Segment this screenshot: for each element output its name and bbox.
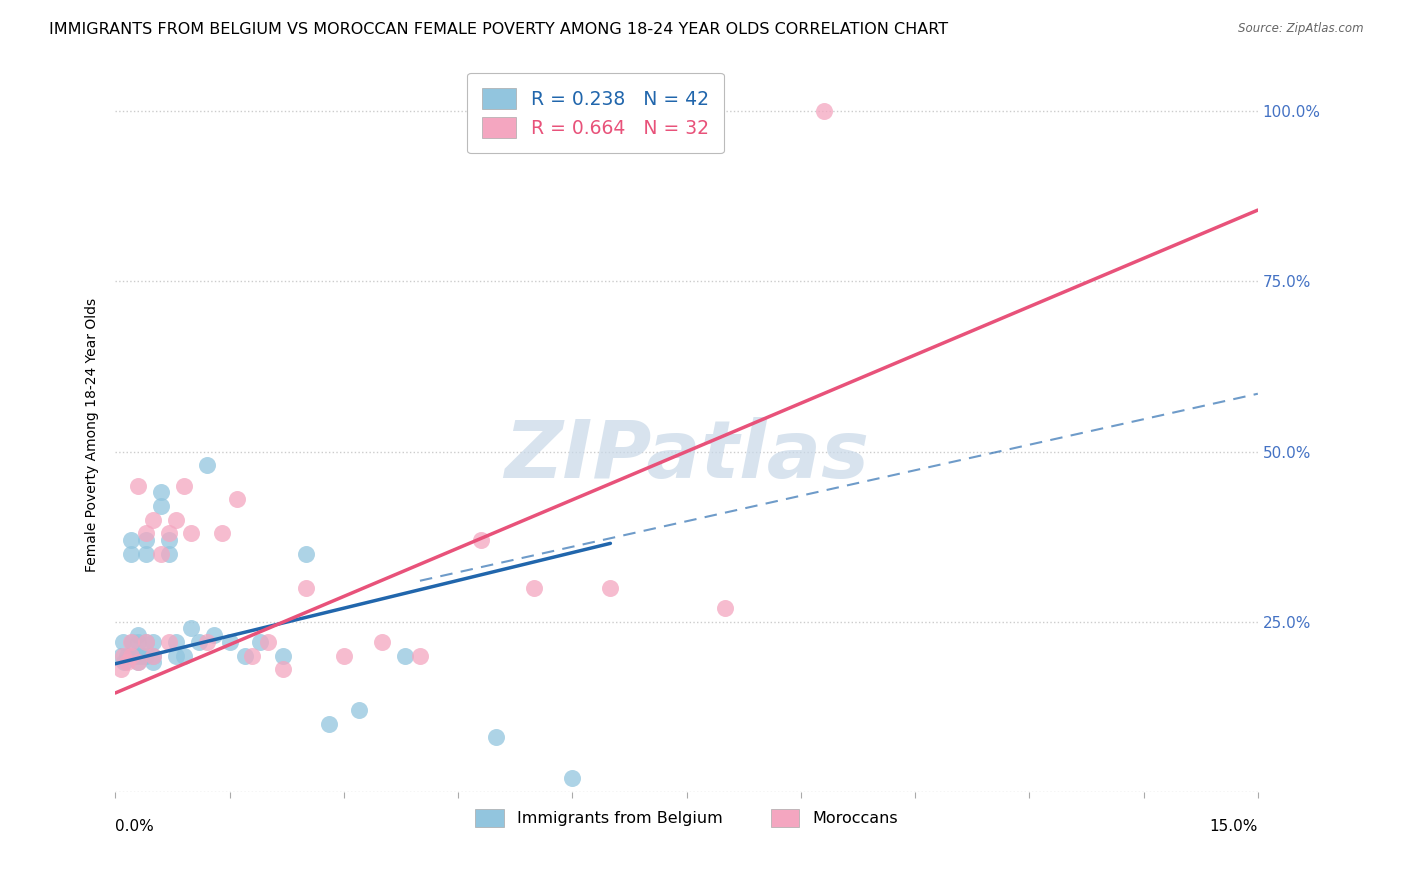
- Point: [149, 485, 172, 500]
- Point: [127, 628, 149, 642]
- Point: [135, 526, 157, 541]
- Point: [394, 648, 416, 663]
- Point: [110, 648, 132, 663]
- Point: [371, 635, 394, 649]
- Point: [149, 499, 172, 513]
- Point: [135, 547, 157, 561]
- Legend: Immigrants from Belgium, Moroccans: Immigrants from Belgium, Moroccans: [470, 803, 904, 834]
- Point: [115, 648, 138, 663]
- Point: [409, 648, 432, 663]
- Point: [127, 656, 149, 670]
- Point: [157, 533, 180, 547]
- Point: [218, 635, 240, 649]
- Point: [256, 635, 278, 649]
- Point: [142, 648, 165, 663]
- Point: [180, 621, 202, 635]
- Point: [112, 656, 135, 670]
- Point: [271, 662, 294, 676]
- Point: [135, 648, 157, 663]
- Point: [120, 533, 142, 547]
- Point: [127, 648, 149, 663]
- Point: [813, 104, 835, 119]
- Point: [120, 635, 142, 649]
- Point: [110, 662, 132, 676]
- Point: [165, 635, 187, 649]
- Text: 0.0%: 0.0%: [115, 819, 155, 834]
- Point: [180, 526, 202, 541]
- Point: [115, 656, 138, 670]
- Point: [271, 648, 294, 663]
- Point: [523, 581, 546, 595]
- Point: [561, 771, 583, 785]
- Point: [111, 648, 134, 663]
- Point: [195, 635, 218, 649]
- Point: [111, 635, 134, 649]
- Point: [226, 492, 249, 507]
- Point: [157, 547, 180, 561]
- Point: [188, 635, 211, 649]
- Point: [127, 478, 149, 492]
- Point: [347, 703, 370, 717]
- Point: [131, 648, 153, 663]
- Point: [318, 716, 340, 731]
- Point: [120, 547, 142, 561]
- Point: [142, 635, 165, 649]
- Point: [173, 478, 195, 492]
- Point: [599, 581, 621, 595]
- Point: [202, 628, 225, 642]
- Text: IMMIGRANTS FROM BELGIUM VS MOROCCAN FEMALE POVERTY AMONG 18-24 YEAR OLDS CORRELA: IMMIGRANTS FROM BELGIUM VS MOROCCAN FEMA…: [49, 22, 948, 37]
- Point: [135, 635, 157, 649]
- Point: [242, 648, 264, 663]
- Point: [713, 601, 735, 615]
- Point: [165, 512, 187, 526]
- Text: 15.0%: 15.0%: [1209, 819, 1258, 834]
- Point: [294, 581, 316, 595]
- Point: [195, 458, 218, 472]
- Y-axis label: Female Poverty Among 18-24 Year Olds: Female Poverty Among 18-24 Year Olds: [86, 297, 100, 572]
- Point: [173, 648, 195, 663]
- Point: [142, 512, 165, 526]
- Text: Source: ZipAtlas.com: Source: ZipAtlas.com: [1239, 22, 1364, 36]
- Point: [157, 635, 180, 649]
- Point: [157, 526, 180, 541]
- Point: [135, 533, 157, 547]
- Point: [294, 547, 316, 561]
- Point: [121, 635, 143, 649]
- Point: [120, 648, 142, 663]
- Point: [233, 648, 256, 663]
- Point: [142, 648, 165, 663]
- Point: [124, 648, 146, 663]
- Point: [135, 635, 157, 649]
- Point: [485, 730, 508, 744]
- Point: [127, 656, 149, 670]
- Point: [120, 648, 142, 663]
- Point: [142, 656, 165, 670]
- Point: [127, 635, 149, 649]
- Point: [149, 547, 172, 561]
- Point: [249, 635, 271, 649]
- Point: [333, 648, 356, 663]
- Point: [470, 533, 492, 547]
- Text: ZIPatlas: ZIPatlas: [505, 417, 869, 495]
- Point: [165, 648, 187, 663]
- Point: [211, 526, 233, 541]
